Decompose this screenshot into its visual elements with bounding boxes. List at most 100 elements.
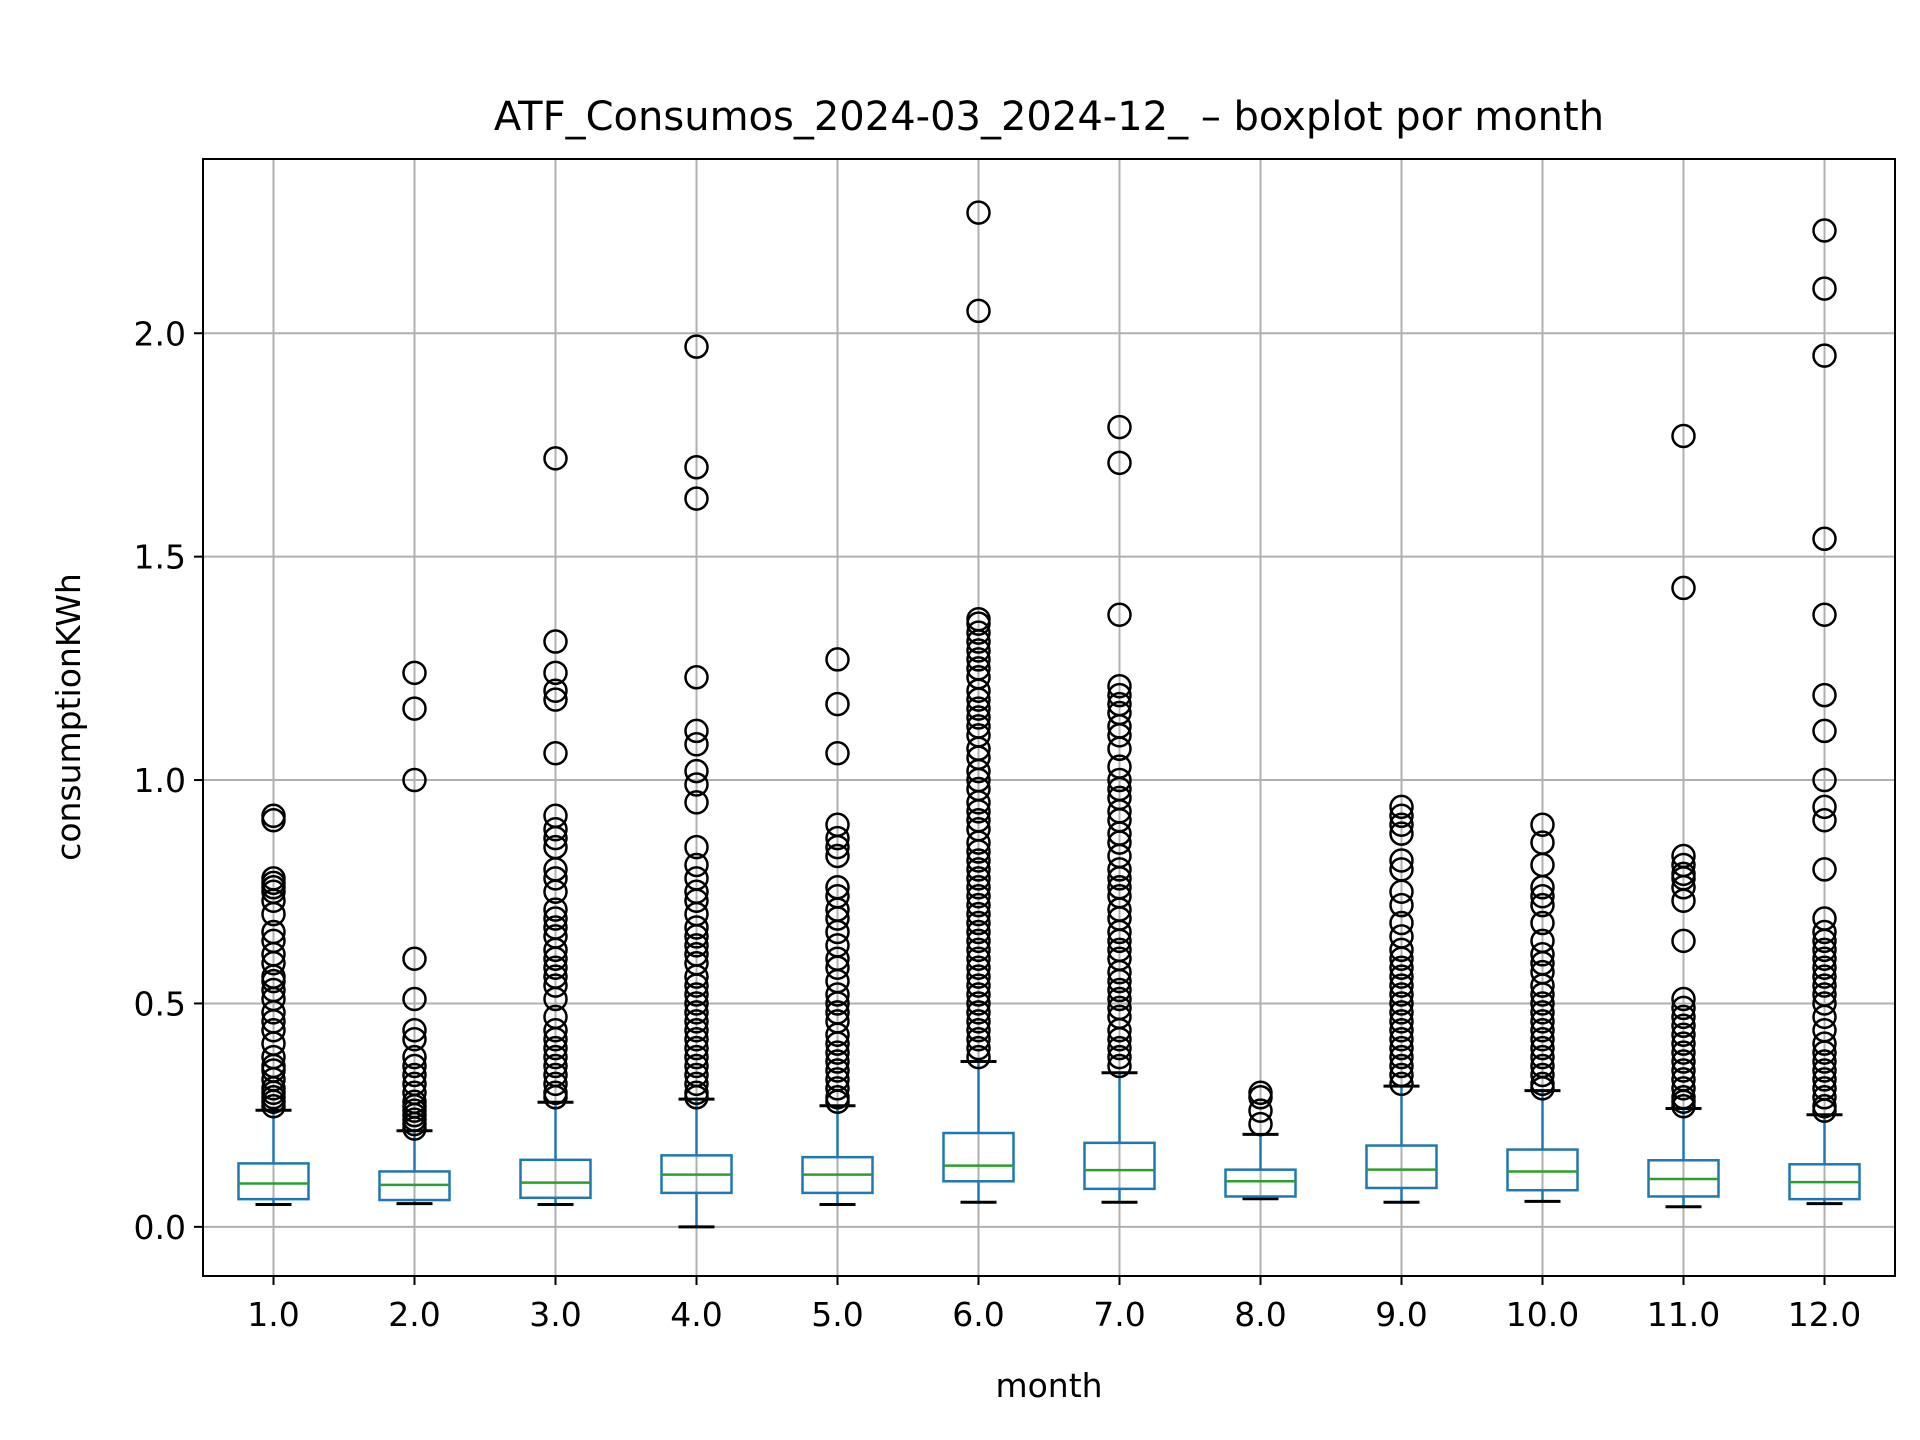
outlier-point <box>543 986 568 1012</box>
box-group <box>1083 414 1156 1204</box>
outlier-point <box>1812 973 1837 998</box>
outlier-point <box>966 901 991 927</box>
outlier-point <box>402 1026 427 1052</box>
outlier-point <box>825 991 850 1016</box>
outlier-point <box>966 857 991 882</box>
box-iqr <box>1224 1168 1297 1198</box>
outlier-point <box>684 973 709 998</box>
outlier-point <box>825 1031 850 1056</box>
outlier-point <box>1812 919 1837 945</box>
outlier-point <box>1389 964 1414 989</box>
outlier-point <box>402 1018 427 1043</box>
outlier-point <box>684 1009 709 1034</box>
outlier-point <box>1389 1044 1414 1070</box>
outlier-point <box>966 839 991 864</box>
outlier-point <box>1671 1058 1696 1083</box>
outlier-point <box>966 790 991 815</box>
outlier-point <box>261 1018 286 1043</box>
outlier-point <box>543 740 568 766</box>
outlier-point <box>825 955 850 980</box>
outlier-point <box>1812 1085 1837 1110</box>
outlier-point <box>1530 1035 1555 1061</box>
outlier-point <box>966 830 991 855</box>
outlier-point <box>684 834 709 860</box>
outlier-point <box>1107 682 1132 708</box>
outlier-point <box>825 906 850 931</box>
outlier-point <box>1812 1049 1837 1074</box>
outlier-point <box>402 696 427 721</box>
outlier-point <box>966 866 991 891</box>
outlier-point <box>966 973 991 998</box>
outlier-point <box>966 647 991 672</box>
outlier-point <box>684 991 709 1016</box>
box-group <box>1365 794 1438 1204</box>
outlier-point <box>966 964 991 989</box>
chart-title: ATF_Consumos_2024-03_2024-12_ – boxplot … <box>494 94 1604 140</box>
outlier-point <box>1389 812 1414 837</box>
outlier-point <box>1107 602 1132 627</box>
outlier-point <box>1671 1013 1696 1039</box>
x-tick-label: 7.0 <box>1093 1295 1145 1334</box>
outlier-point <box>1812 218 1837 243</box>
outlier-point <box>1107 968 1132 994</box>
outlier-point <box>1107 830 1132 855</box>
outlier-point <box>966 298 991 324</box>
outlier-point <box>543 446 568 471</box>
outlier-point <box>1107 1044 1132 1070</box>
outlier-point <box>1389 910 1414 936</box>
outlier-point <box>1812 767 1837 793</box>
y-tick-label: 1.5 <box>134 538 186 577</box>
outlier-point <box>1389 955 1414 980</box>
outlier-point <box>825 647 850 672</box>
outlier-point <box>1107 866 1132 891</box>
box-group <box>1788 218 1861 1206</box>
outlier-point <box>1389 1026 1414 1052</box>
outlier-point <box>1107 919 1132 945</box>
outlier-point <box>1812 1058 1837 1083</box>
box-iqr <box>1083 1141 1156 1191</box>
box-group <box>660 334 733 1229</box>
outlier-point <box>825 834 850 860</box>
outlier-point <box>684 486 709 511</box>
outlier-point <box>966 611 991 636</box>
x-axis-ticks: 1.0 2.0 3.0 4.0 5.0 6.0 7.0 8.0 9.0 10.0 11.0 12.0 <box>247 1276 1861 1334</box>
outlier-point <box>684 1044 709 1070</box>
outlier-point <box>966 629 991 654</box>
outlier-point <box>543 816 568 842</box>
outlier-point <box>1107 928 1132 954</box>
outlier-point <box>966 937 991 963</box>
outlier-point <box>1107 977 1132 1003</box>
outlier-point <box>1389 946 1414 972</box>
outlier-point <box>1812 682 1837 708</box>
box-group <box>378 660 451 1206</box>
outlier-point <box>966 919 991 945</box>
outlier-point <box>1671 1040 1696 1065</box>
outlier-point <box>402 946 427 972</box>
y-tick-label: 0.5 <box>134 984 186 1023</box>
box-iqr <box>519 1158 592 1200</box>
outlier-point <box>1248 1098 1273 1123</box>
outlier-point <box>1671 423 1696 449</box>
plot-frame <box>202 158 1896 1277</box>
outlier-point <box>543 897 568 922</box>
outlier-point <box>1389 1035 1414 1061</box>
outlier-point <box>825 1089 850 1114</box>
outlier-point <box>1671 995 1696 1021</box>
outlier-point <box>1248 1085 1273 1110</box>
box-group <box>1224 1080 1297 1201</box>
outlier-point <box>543 955 568 980</box>
outlier-point <box>825 1049 850 1074</box>
outlier-point <box>1107 1018 1132 1043</box>
outlier-point <box>1530 1009 1555 1034</box>
outlier-point <box>1530 1018 1555 1043</box>
outlier-point <box>684 982 709 1007</box>
x-tick-label: 2.0 <box>388 1295 440 1334</box>
x-tick-label: 8.0 <box>1234 1295 1286 1334</box>
outlier-point <box>1671 888 1696 913</box>
outlier-point <box>684 1026 709 1052</box>
outlier-point <box>684 455 709 480</box>
outlier-point <box>966 946 991 972</box>
outlier-point <box>966 1044 991 1070</box>
outlier-point <box>1671 928 1696 954</box>
box-series <box>237 200 1861 1229</box>
